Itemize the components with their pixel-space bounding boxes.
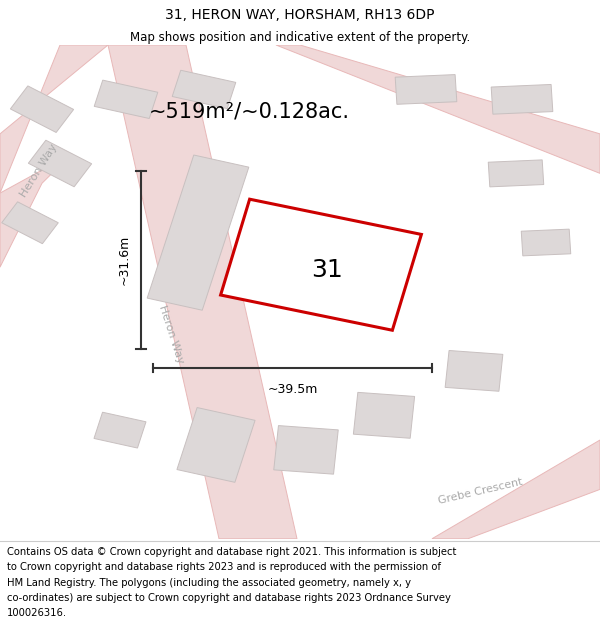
Text: Contains OS data © Crown copyright and database right 2021. This information is : Contains OS data © Crown copyright and d…	[7, 548, 457, 558]
Polygon shape	[0, 154, 72, 268]
Text: HM Land Registry. The polygons (including the associated geometry, namely x, y: HM Land Registry. The polygons (includin…	[7, 578, 411, 587]
Text: Heron Way: Heron Way	[157, 303, 185, 364]
Polygon shape	[147, 155, 249, 310]
Polygon shape	[276, 45, 600, 173]
Polygon shape	[521, 229, 571, 256]
Polygon shape	[491, 84, 553, 114]
Polygon shape	[488, 160, 544, 187]
Polygon shape	[353, 392, 415, 438]
Polygon shape	[445, 351, 503, 391]
Text: Grebe Crescent: Grebe Crescent	[437, 478, 523, 506]
Polygon shape	[395, 74, 457, 104]
Polygon shape	[274, 426, 338, 474]
Polygon shape	[0, 45, 108, 193]
Polygon shape	[108, 45, 297, 539]
Polygon shape	[221, 199, 421, 330]
Text: 31, HERON WAY, HORSHAM, RH13 6DP: 31, HERON WAY, HORSHAM, RH13 6DP	[165, 8, 435, 22]
Text: to Crown copyright and database rights 2023 and is reproduced with the permissio: to Crown copyright and database rights 2…	[7, 562, 441, 572]
Text: co-ordinates) are subject to Crown copyright and database rights 2023 Ordnance S: co-ordinates) are subject to Crown copyr…	[7, 592, 451, 602]
Text: ~519m²/~0.128ac.: ~519m²/~0.128ac.	[149, 102, 349, 122]
Polygon shape	[177, 408, 255, 482]
Polygon shape	[432, 440, 600, 539]
Text: 31: 31	[311, 258, 343, 282]
Text: 100026316.: 100026316.	[7, 608, 67, 618]
Text: Heron Way: Heron Way	[19, 142, 59, 199]
Polygon shape	[2, 202, 58, 244]
Polygon shape	[172, 70, 236, 109]
Text: ~31.6m: ~31.6m	[117, 234, 130, 285]
Polygon shape	[28, 140, 92, 187]
Polygon shape	[94, 80, 158, 119]
Polygon shape	[94, 412, 146, 448]
Text: Map shows position and indicative extent of the property.: Map shows position and indicative extent…	[130, 31, 470, 44]
Text: ~39.5m: ~39.5m	[268, 383, 317, 396]
Polygon shape	[10, 86, 74, 132]
